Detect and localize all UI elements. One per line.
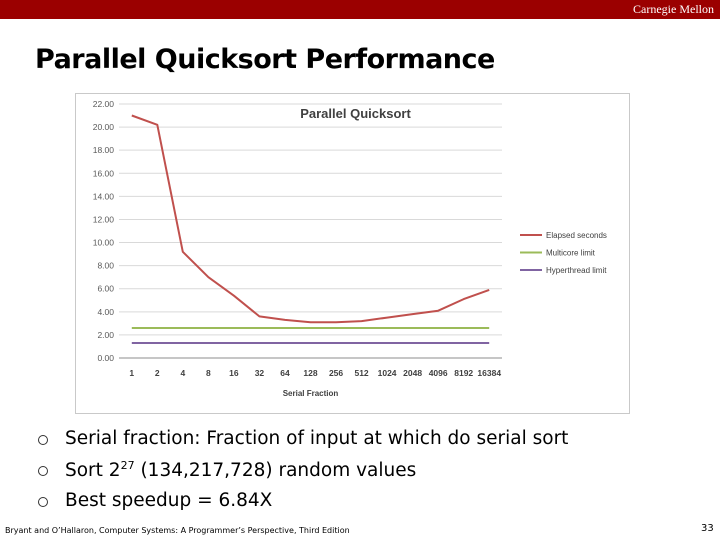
bullet-text-part: Best speedup = 6.84X xyxy=(65,490,273,511)
x-tick-label: 1 xyxy=(129,368,134,378)
exponent: 27 xyxy=(120,459,135,472)
page-number: 33 xyxy=(701,523,714,534)
y-tick-label: 12.00 xyxy=(93,214,115,224)
y-tick-label: 22.00 xyxy=(93,99,115,109)
brand-label: Carnegie Mellon xyxy=(633,2,714,16)
x-tick-label: 2048 xyxy=(403,368,422,378)
bullet-text-part: Sort 2 xyxy=(65,460,121,482)
bullet-text: Serial fraction: Fraction of input at wh… xyxy=(65,428,568,449)
chart-title: Parallel Quicksort xyxy=(300,106,411,121)
y-tick-label: 14.00 xyxy=(93,191,115,201)
x-axis-label: Serial Fraction xyxy=(283,389,339,398)
legend-label: Multicore limit xyxy=(546,249,596,258)
line-chart: 0.00 2.00 4.00 6.00 8.00 10.00 12.00 14.00 16.00… xyxy=(93,99,608,398)
bullet-text: Best speedup = 6.84X xyxy=(65,490,272,511)
x-tick-label: 512 xyxy=(354,368,368,378)
y-tick-label: 0.00 xyxy=(97,353,114,363)
y-tick-label: 16.00 xyxy=(93,168,115,178)
footer-citation: Bryant and O’Hallaron, Computer Systems:… xyxy=(5,526,350,535)
y-tick-label: 10.00 xyxy=(93,238,115,248)
bullet-circle-icon xyxy=(38,466,48,476)
x-tick-label: 4096 xyxy=(429,368,448,378)
legend-label: Hyperthread limit xyxy=(546,266,607,275)
slide-title: Parallel Quicksort Performance xyxy=(35,44,495,75)
legend-label: Elapsed seconds xyxy=(546,231,607,240)
y-tick-label: 8.00 xyxy=(97,261,114,271)
bullet-text: Sort 227 (134,217,728) random values xyxy=(65,459,416,481)
y-tick-label: 4.00 xyxy=(97,307,114,317)
x-tick-label: 2 xyxy=(155,368,160,378)
x-tick-label: 128 xyxy=(303,368,317,378)
x-tick-label: 256 xyxy=(329,368,343,378)
bullet-text-part: Serial fraction: Fraction of input at wh… xyxy=(65,428,569,449)
x-tick-label: 64 xyxy=(280,368,290,378)
bullet-circle-icon xyxy=(38,497,48,507)
x-tick-label: 8192 xyxy=(454,368,473,378)
x-tick-label: 32 xyxy=(255,368,265,378)
x-tick-label: 16384 xyxy=(477,368,501,378)
x-tick-label: 4 xyxy=(180,368,185,378)
x-tick-label: 1024 xyxy=(378,368,397,378)
chart-container: 0.00 2.00 4.00 6.00 8.00 10.00 12.00 14.00 16.00… xyxy=(75,93,630,414)
y-tick-label: 2.00 xyxy=(97,330,114,340)
y-tick-label: 20.00 xyxy=(93,122,115,132)
bullet-text-part: (134,217,728) random values xyxy=(134,460,417,482)
header-bar: Carnegie Mellon xyxy=(0,0,720,19)
y-tick-label: 18.00 xyxy=(93,145,115,155)
bullet-circle-icon xyxy=(38,435,48,445)
y-tick-label: 6.00 xyxy=(97,284,114,294)
x-tick-label: 16 xyxy=(229,368,239,378)
x-tick-label: 8 xyxy=(206,368,211,378)
series-line xyxy=(131,114,490,324)
